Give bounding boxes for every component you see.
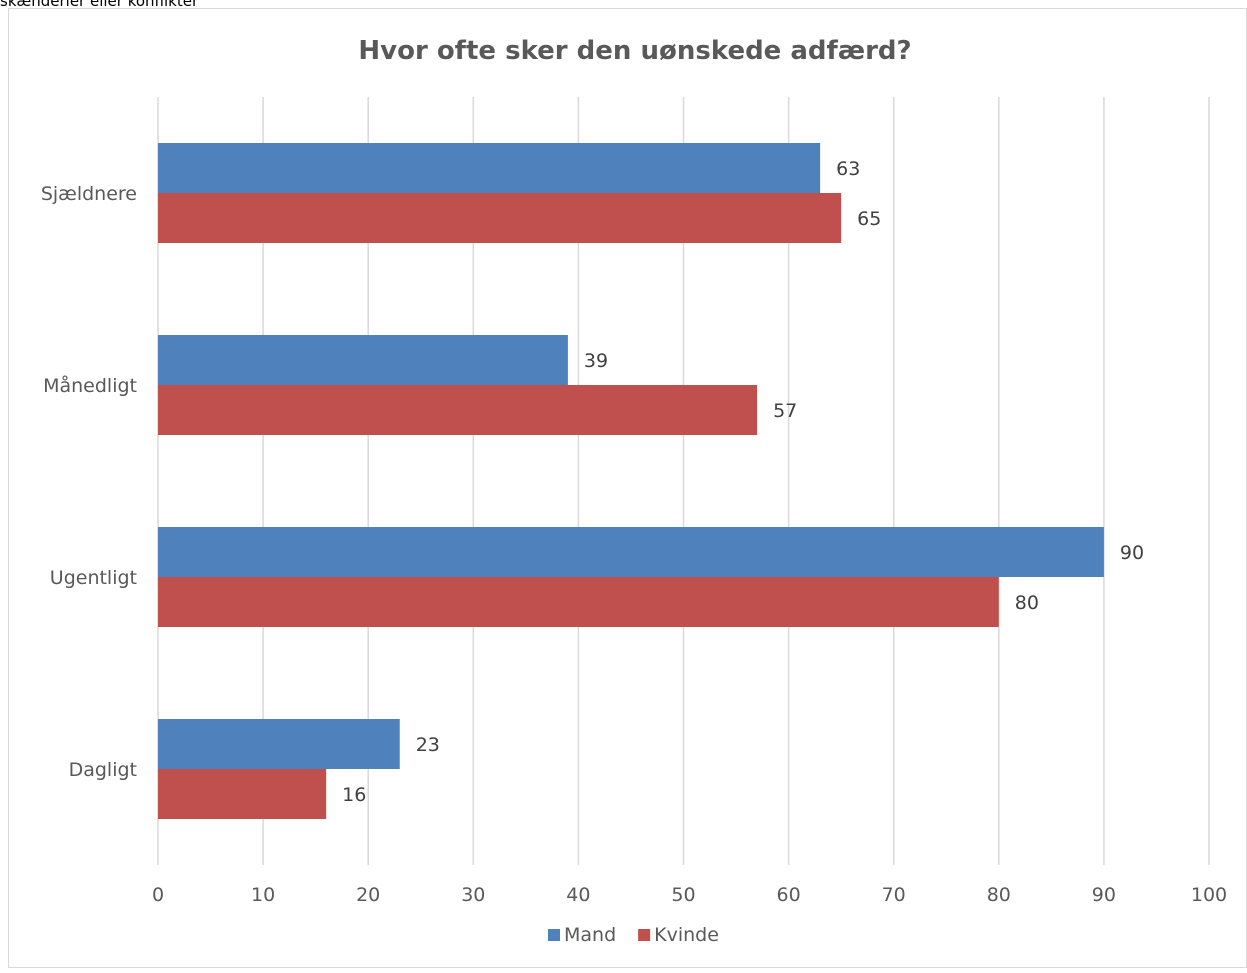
category-label-3: Dagligt — [69, 759, 137, 781]
bar-kvinde-1 — [158, 385, 758, 435]
data-label-kvinde-0: 65 — [857, 208, 881, 230]
tick-label-40: 40 — [566, 884, 590, 906]
category-label-2: Ugentligt — [50, 567, 137, 589]
data-label-kvinde-2: 80 — [1015, 592, 1039, 614]
legend-label-kvinde: Kvinde — [654, 924, 719, 946]
bar-mand-3 — [158, 719, 400, 769]
chart-area: Hvor ofte sker den uønskede adfærd? 63 65… — [8, 8, 1247, 968]
tick-label-20: 20 — [356, 884, 380, 906]
legend-label-mand: Mand — [564, 924, 616, 946]
data-label-mand-1: 39 — [584, 350, 608, 372]
data-label-mand-0: 63 — [836, 158, 860, 180]
bar-chart: Hvor ofte sker den uønskede adfærd? 63 65… — [41, 36, 1227, 946]
chart-title: Hvor ofte sker den uønskede adfærd? — [358, 36, 911, 66]
category-axis-labels: Sjældnere Månedligt Ugentligt Dagligt — [41, 183, 137, 781]
tick-label-10: 10 — [251, 884, 275, 906]
category-label-1: Månedligt — [43, 374, 137, 397]
legend-swatch-kvinde — [638, 929, 651, 941]
bar-mand-2 — [158, 527, 1104, 577]
tick-label-90: 90 — [1092, 884, 1116, 906]
tick-label-100: 100 — [1191, 884, 1227, 906]
chart-caption: skænderier eller konflikter — [0, 0, 199, 10]
bar-kvinde-2 — [158, 577, 999, 627]
tick-label-50: 50 — [671, 884, 695, 906]
legend: Mand Kvinde — [548, 924, 719, 946]
bar-mand-1 — [158, 335, 568, 385]
category-label-0: Sjældnere — [41, 183, 137, 205]
tick-label-30: 30 — [461, 884, 485, 906]
data-label-kvinde-1: 57 — [773, 400, 797, 422]
data-label-mand-3: 23 — [416, 734, 440, 756]
tick-label-60: 60 — [777, 884, 801, 906]
data-label-kvinde-3: 16 — [342, 784, 366, 806]
tick-label-0: 0 — [152, 884, 164, 906]
bars — [158, 143, 1104, 819]
bar-kvinde-0 — [158, 193, 842, 243]
tick-label-70: 70 — [882, 884, 906, 906]
value-axis-ticks: 0 10 20 30 40 50 60 70 80 90 100 — [152, 884, 1227, 906]
tick-label-80: 80 — [987, 884, 1011, 906]
data-label-mand-2: 90 — [1120, 542, 1144, 564]
bar-mand-0 — [158, 143, 821, 193]
data-labels: 63 65 39 57 90 80 23 16 — [342, 158, 1144, 806]
legend-swatch-mand — [548, 929, 560, 941]
bar-kvinde-3 — [158, 769, 327, 819]
